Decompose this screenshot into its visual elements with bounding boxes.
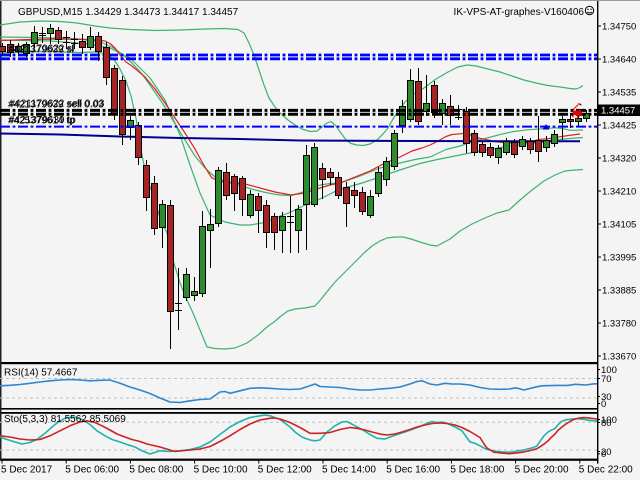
- svg-text:80: 80: [601, 418, 612, 429]
- svg-text:20: 20: [601, 447, 612, 458]
- svg-text:1.34750: 1.34750: [602, 22, 636, 33]
- svg-text:1.33995: 1.33995: [602, 253, 636, 264]
- svg-text:5 Dec 08:00: 5 Dec 08:00: [129, 465, 183, 476]
- svg-text:1.34640: 1.34640: [602, 55, 636, 66]
- svg-text:#421170622 sl: #421170622 sl: [10, 44, 75, 55]
- svg-text:5 Dec 22:00: 5 Dec 22:00: [579, 465, 633, 476]
- svg-text:#425379614 tp: #425379614 tp: [8, 116, 75, 127]
- svg-text:5 Dec 16:00: 5 Dec 16:00: [386, 465, 440, 476]
- svg-text:1.34535: 1.34535: [602, 88, 636, 99]
- svg-text:1.34425: 1.34425: [602, 121, 636, 132]
- svg-text:5 Dec 20:00: 5 Dec 20:00: [515, 465, 569, 476]
- svg-text:5 Dec 14:00: 5 Dec 14:00: [322, 465, 376, 476]
- svg-text:5 Dec 12:00: 5 Dec 12:00: [258, 465, 312, 476]
- svg-text:1.34210: 1.34210: [602, 187, 636, 198]
- svg-text:1.34457: 1.34457: [601, 106, 635, 117]
- svg-text:RSI(14) 57.4667: RSI(14) 57.4667: [4, 368, 78, 379]
- svg-text:Sto(5,3,3) 81.5562 85.5069: Sto(5,3,3) 81.5562 85.5069: [4, 414, 126, 425]
- svg-text:1.33670: 1.33670: [602, 352, 636, 363]
- svg-text:#421170622 sell 0.03: #421170622 sell 0.03: [10, 99, 105, 110]
- svg-text:#421379639 tp: #421379639 tp: [9, 115, 76, 126]
- svg-text:0: 0: [601, 449, 606, 460]
- svg-text:1.34105: 1.34105: [602, 220, 636, 231]
- svg-text:#421379639 sell 0.03: #421379639 sell 0.03: [8, 100, 104, 111]
- svg-text:30: 30: [601, 392, 612, 403]
- svg-text:#421379639 sl: #421379639 sl: [8, 45, 74, 56]
- svg-text:5 Dec 06:00: 5 Dec 06:00: [65, 465, 119, 476]
- svg-text:1.34320: 1.34320: [602, 154, 636, 165]
- svg-text:70: 70: [601, 374, 612, 385]
- svg-text:5 Dec 10:00: 5 Dec 10:00: [194, 465, 248, 476]
- svg-text:5 Dec 2017: 5 Dec 2017: [1, 465, 53, 476]
- svg-text:5 Dec 18:00: 5 Dec 18:00: [450, 465, 504, 476]
- svg-text:1.33780: 1.33780: [602, 319, 636, 330]
- svg-text:1.33885: 1.33885: [602, 286, 636, 297]
- svg-text:IK-VPS-AT-graphes-V160406: IK-VPS-AT-graphes-V160406: [454, 7, 585, 18]
- svg-text:GBPUSD,M15 1.34429 1.34473 1.: GBPUSD,M15 1.34429 1.34473 1.34417 1.344…: [18, 7, 239, 18]
- svg-text:0: 0: [601, 399, 606, 410]
- svg-text:100: 100: [601, 365, 617, 376]
- svg-text:100: 100: [601, 415, 617, 426]
